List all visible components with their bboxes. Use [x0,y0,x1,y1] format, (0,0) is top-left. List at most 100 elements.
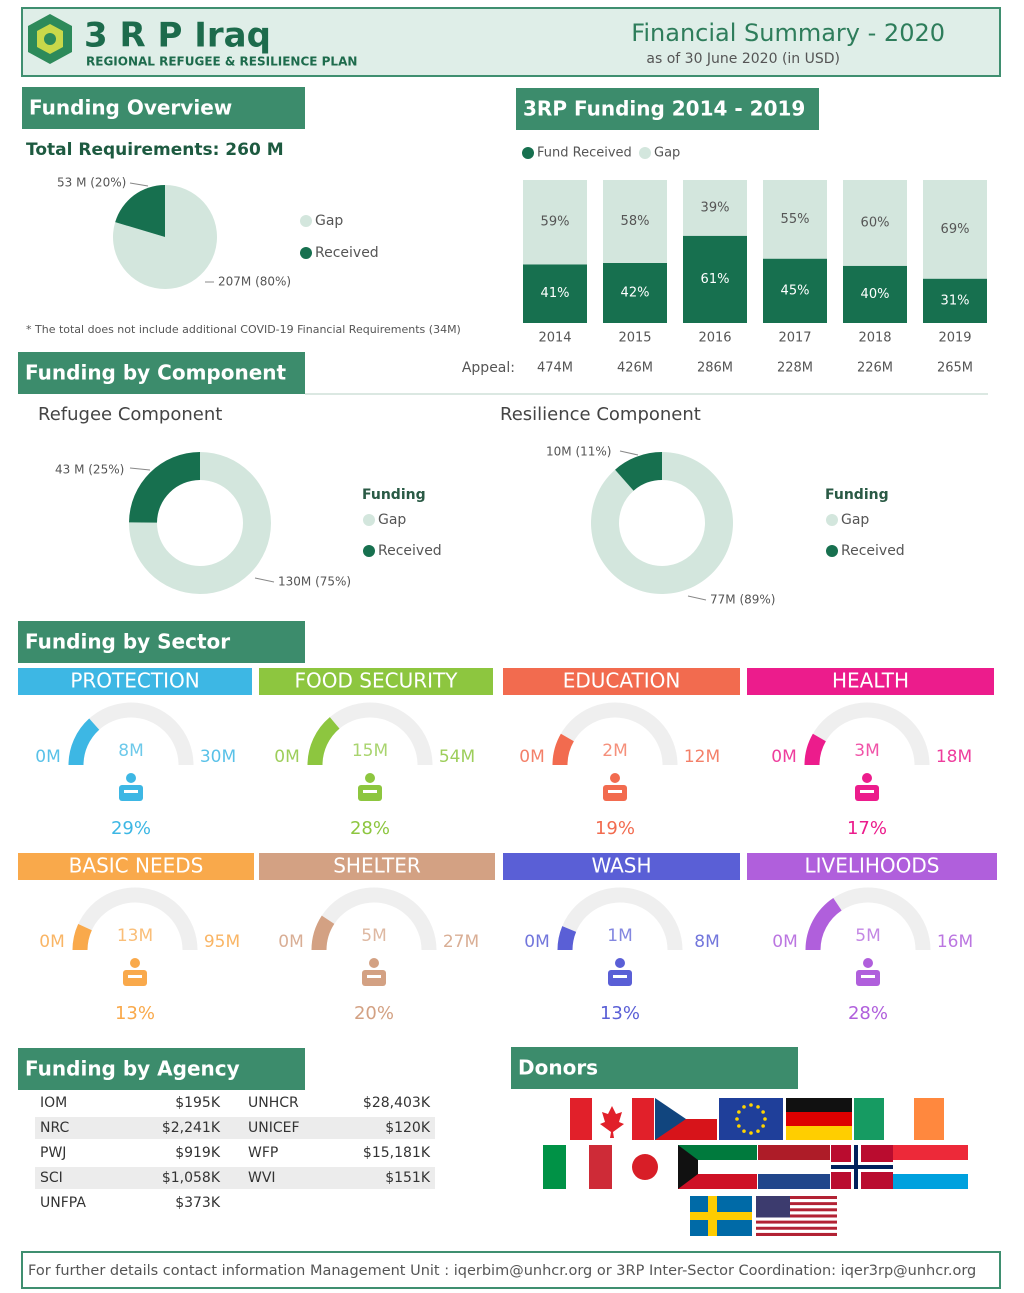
flag-part [756,1232,837,1236]
sector-icon [861,975,875,978]
table-cell: SCI [40,1170,63,1186]
x-tick-label: 2018 [858,331,891,346]
table-cell: $373K [175,1195,221,1211]
legend-label: Gap [654,146,680,161]
flag-part [854,1098,884,1140]
gauge-min: 0M [524,932,549,952]
table-cell: UNHCR [248,1095,299,1111]
table-cell: UNICEF [248,1120,300,1136]
footer: For further details contact information … [28,1263,976,1279]
x-tick-label: 2017 [778,331,811,346]
bar-segment [603,180,667,263]
gauge-min: 0M [772,932,797,952]
flag-part [690,1212,752,1220]
sector-icon [130,958,140,968]
flag-part [566,1145,589,1189]
flag-part [756,1129,760,1133]
slice [591,451,734,594]
slice [129,452,200,523]
flag-part [756,1105,760,1109]
table-cell: NRC [40,1120,70,1136]
leader-line [129,182,149,187]
flag-part [756,1208,837,1212]
flag-part [758,1145,830,1160]
table-cell: $15,181K [363,1145,431,1161]
table-cell: $2,241K [162,1120,221,1136]
flag-part [763,1117,767,1121]
legend-swatch [826,514,838,526]
header-box [21,7,1001,77]
flag-part [543,1145,566,1189]
bar-segment [523,264,587,323]
leader-line [687,595,707,601]
flag-part [893,1145,968,1160]
flag-part [914,1098,944,1140]
flag-part [761,1124,765,1128]
bar-segment [763,180,827,259]
gauge-value-label: 3M [854,741,879,761]
sector-bar [503,668,740,695]
bar-label: 42% [621,285,650,300]
sector-icon [363,790,377,793]
gauge-track [72,887,198,951]
gauge-percent: 13% [600,1003,640,1024]
flag-part [786,1098,852,1112]
flag-part [735,1117,739,1121]
sector-icon [860,790,874,793]
flag-part [756,1220,837,1224]
bar-label: 59% [541,215,570,230]
sector-icon [124,790,138,793]
flag-part [756,1202,837,1206]
gauge-percent: 28% [848,1003,888,1024]
gauge-value-label: 5M [855,926,880,946]
total-requirements: Total Requirements: 260 M [26,140,284,160]
table-cell: WVI [248,1170,276,1186]
gauge-percent: 28% [350,818,390,839]
flag-part [756,1229,837,1233]
bar-label: 31% [941,293,970,308]
flag-part [756,1199,837,1203]
flag-part [756,1196,837,1200]
flag-part [749,1103,753,1107]
component-title: Resilience Component [500,404,701,425]
flag-part [893,1174,968,1189]
legend-swatch [826,545,838,557]
logo-subtitle: REGIONAL REFUGEE & RESILIENCE PLAN [86,55,357,69]
table-cell: $151K [385,1170,431,1186]
sector-title: EDUCATION [563,669,681,693]
gauge-max: 27M [443,932,479,952]
flag-part [756,1214,837,1218]
gauge-value-label: 5M [361,926,386,946]
bar-segment [923,180,987,279]
legend-swatch [300,215,312,227]
section-heading: Funding by Agency [25,1057,240,1081]
bar-segment [763,258,827,323]
sector-icon [863,958,873,968]
sector-icon [367,975,381,978]
x-tick-label: 2016 [698,331,731,346]
heading-box [511,1047,798,1089]
sector-icon [610,773,620,783]
sector-icon [128,975,142,978]
leader-line [129,467,151,471]
heading-box [22,87,305,129]
sector-title: SHELTER [333,854,421,878]
slice-label: 10M (11%) [546,445,611,459]
flag-part [678,1145,757,1160]
gauge-max: 8M [694,932,719,952]
flag-part [737,1110,741,1114]
slice-label: 77M (89%) [710,593,775,607]
slice [615,452,662,491]
bar-segment [603,262,667,323]
flag-part [600,1106,624,1138]
gauge-min: 0M [274,747,299,767]
appeal-value: 286M [697,361,733,376]
legend-swatch [363,514,375,526]
sector-title: PROTECTION [70,669,199,693]
leader-line [619,450,639,456]
sector-title: LIVELIHOODS [804,854,939,878]
sector-icon [862,773,872,783]
appeal-label: Appeal: [462,360,515,376]
gauge-value-label: 15M [352,741,388,761]
